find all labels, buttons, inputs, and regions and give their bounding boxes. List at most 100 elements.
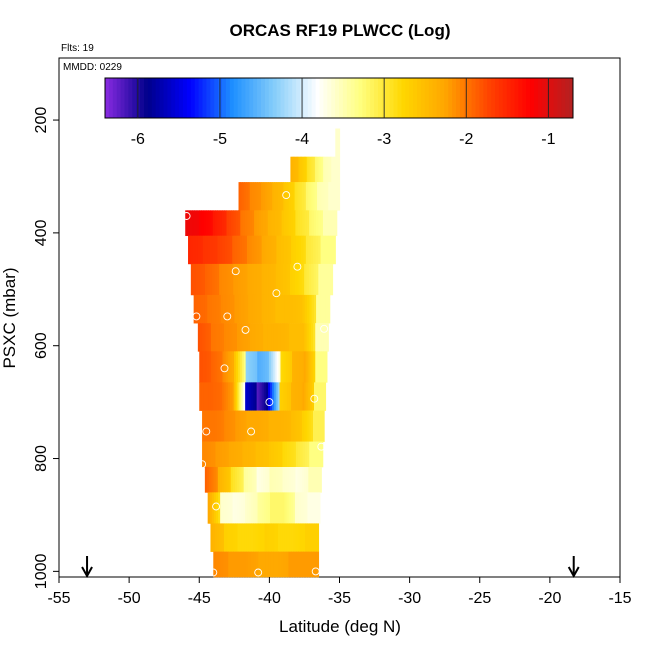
x-tick-label: -15 xyxy=(608,590,631,607)
colorbar-segment xyxy=(320,78,324,118)
colorbar-segment xyxy=(472,78,476,118)
heatmap-cell xyxy=(338,157,340,183)
chart-figure: ORCAS RF19 PLWCC (Log) Flts: 19 MMDD: 02… xyxy=(0,0,650,650)
colorbar-segment xyxy=(522,78,526,118)
x-tick-label: -45 xyxy=(188,590,211,607)
flights-note: Flts: 19 xyxy=(61,43,94,54)
x-tick-label: -30 xyxy=(398,590,421,607)
heatmap-cell xyxy=(316,523,319,552)
colorbar-segment xyxy=(421,78,425,118)
colorbar-tick-label: -2 xyxy=(459,131,473,148)
colorbar-segment xyxy=(370,78,374,118)
colorbar-segment xyxy=(160,78,164,118)
heatmap-cell xyxy=(327,295,330,324)
colorbar-segment xyxy=(277,78,281,118)
colorbar-segment xyxy=(242,78,246,118)
colorbar-segment xyxy=(316,78,320,118)
colorbar-segment xyxy=(565,78,569,118)
colorbar-segment xyxy=(234,78,238,118)
colorbar-segment xyxy=(195,78,199,118)
colorbar-segment xyxy=(425,78,429,118)
x-tick-label: -35 xyxy=(328,590,351,607)
colorbar-segment xyxy=(550,78,554,118)
colorbar-segment xyxy=(125,78,129,118)
heatmap-cells xyxy=(185,129,340,578)
colorbar-segment xyxy=(483,78,487,118)
colorbar-segment xyxy=(534,78,538,118)
colorbar-segment xyxy=(245,78,249,118)
colorbar-segment xyxy=(187,78,191,118)
colorbar-segment xyxy=(331,78,335,118)
x-axis: -55 -50 -45 -40 -35 -30 -25 -20 -15 xyxy=(47,577,631,607)
colorbar-segment xyxy=(557,78,561,118)
colorbar-segment xyxy=(292,78,296,118)
colorbar-segment xyxy=(460,78,464,118)
colorbar-segment xyxy=(210,78,214,118)
colorbar-segment xyxy=(175,78,179,118)
colorbar-segment xyxy=(296,78,300,118)
colorbar-tick-label: -6 xyxy=(131,131,145,148)
colorbar-segment xyxy=(440,78,444,118)
colorbar-segment xyxy=(265,78,269,118)
y-axis: 2004006008001000 xyxy=(33,107,59,590)
colorbar-segment xyxy=(448,78,452,118)
y-tick-label: 1000 xyxy=(33,554,50,590)
track-end-arrows xyxy=(82,556,579,576)
y-axis-label: PSXC (mbar) xyxy=(0,267,19,368)
heatmap-cell xyxy=(334,210,337,236)
heatmap-cell xyxy=(325,351,328,382)
colorbar-segment xyxy=(199,78,203,118)
colorbar-segment xyxy=(417,78,421,118)
heatmap-cell xyxy=(333,236,336,265)
heatmap-cell xyxy=(330,264,333,295)
colorbar-segment xyxy=(355,78,359,118)
colorbar-segment xyxy=(109,78,113,118)
colorbar-segment xyxy=(140,78,144,118)
date-note: MMDD: 0229 xyxy=(63,62,122,73)
colorbar-segment xyxy=(284,78,288,118)
colorbar-segment xyxy=(409,78,413,118)
colorbar-segment xyxy=(156,78,160,118)
x-tick-label: -25 xyxy=(468,590,491,607)
colorbar-segment xyxy=(121,78,125,118)
colorbar-segment xyxy=(164,78,168,118)
colorbar-segment xyxy=(366,78,370,118)
colorbar-segment xyxy=(476,78,480,118)
x-tick-label: -20 xyxy=(538,590,561,607)
colorbar-segment xyxy=(479,78,483,118)
colorbar-segment xyxy=(148,78,152,118)
colorbar-segment xyxy=(542,78,546,118)
colorbar-segment xyxy=(487,78,491,118)
colorbar-tick-label: -1 xyxy=(541,131,555,148)
y-tick-label: 400 xyxy=(33,219,50,246)
colorbar-segment xyxy=(257,78,261,118)
heatmap-cell xyxy=(338,182,340,211)
colorbar-segment xyxy=(362,78,366,118)
colorbar-segment xyxy=(179,78,183,118)
x-tick-label: -50 xyxy=(118,590,141,607)
colorbar-segment xyxy=(433,78,437,118)
colorbar-segment xyxy=(394,78,398,118)
colorbar-segment xyxy=(495,78,499,118)
colorbar-segment xyxy=(378,78,382,118)
colorbar-segment xyxy=(191,78,195,118)
colorbar-segment xyxy=(214,78,218,118)
y-tick-label: 800 xyxy=(33,445,50,472)
colorbar-segment xyxy=(132,78,136,118)
colorbar-segment xyxy=(538,78,542,118)
colorbar-segment xyxy=(171,78,175,118)
colorbar-segment xyxy=(273,78,277,118)
colorbar-segment xyxy=(491,78,495,118)
colorbar-segment xyxy=(238,78,242,118)
heatmap-cell xyxy=(324,382,327,411)
colorbar-segment xyxy=(347,78,351,118)
colorbar-segment xyxy=(444,78,448,118)
colorbar-segment xyxy=(405,78,409,118)
chart-title: ORCAS RF19 PLWCC (Log) xyxy=(230,21,451,40)
colorbar-segment xyxy=(128,78,132,118)
colorbar-segment xyxy=(374,78,378,118)
colorbar-segment xyxy=(183,78,187,118)
colorbar-segment xyxy=(253,78,257,118)
colorbar-segment xyxy=(261,78,265,118)
colorbar-segment xyxy=(351,78,355,118)
